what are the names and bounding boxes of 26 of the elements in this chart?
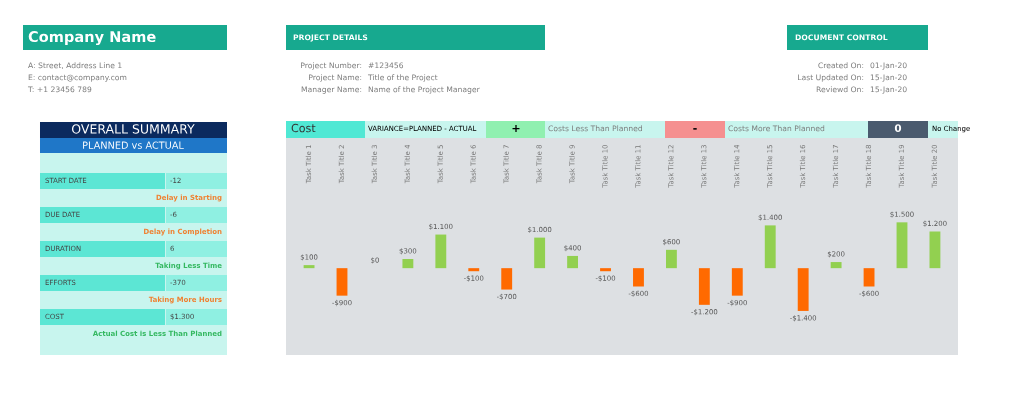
text: + (512, 125, 520, 133)
bar (929, 231, 941, 269)
text: OVERALL SUMMARY (71, 124, 195, 134)
text: Company Name (28, 31, 156, 46)
bar (468, 268, 480, 272)
bar (567, 255, 579, 269)
bar (764, 225, 776, 269)
bar (698, 268, 710, 305)
bar (336, 268, 348, 296)
bar (830, 262, 842, 269)
bar (731, 268, 743, 296)
bar (665, 249, 677, 269)
chart-title: Cost (291, 123, 316, 133)
bar (797, 268, 809, 311)
text: 0 (894, 124, 902, 133)
bar (896, 222, 908, 269)
bar (863, 268, 875, 287)
bar (600, 268, 611, 272)
bar (534, 237, 546, 269)
text: - (693, 128, 697, 130)
text: PLANNED vs ACTUAL (83, 141, 184, 149)
bar (435, 234, 447, 269)
bar (303, 265, 315, 269)
bar (633, 268, 644, 287)
bar (402, 259, 414, 269)
bar (501, 268, 513, 290)
